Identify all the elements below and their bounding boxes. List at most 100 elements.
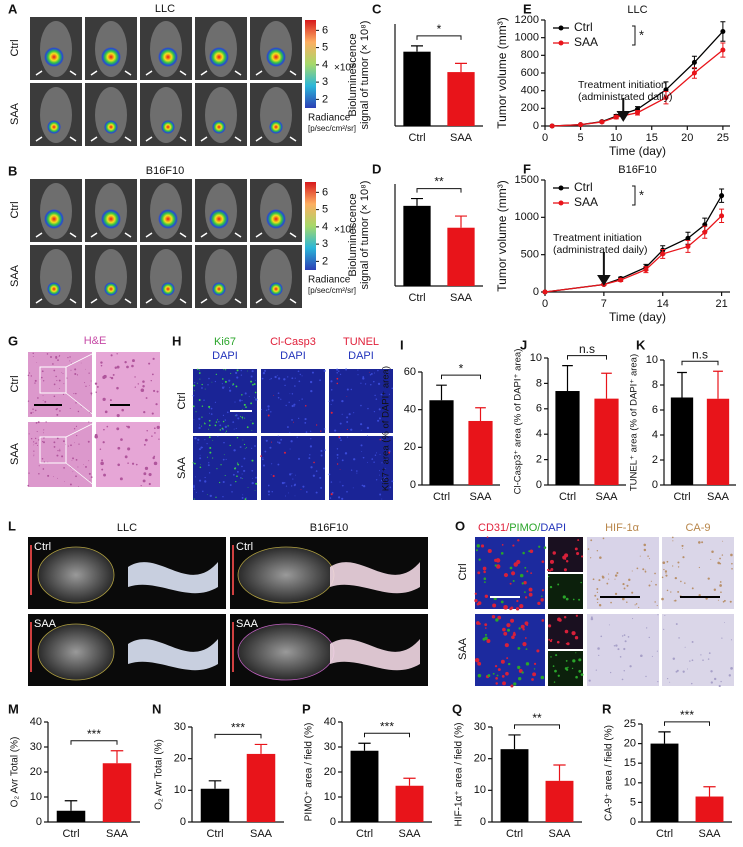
texture	[37, 421, 40, 424]
texture	[246, 426, 249, 429]
texture	[223, 441, 225, 444]
y-tick-label: 4	[652, 429, 658, 441]
texture	[208, 462, 210, 464]
panel-title: B16F10	[146, 165, 185, 177]
texture	[505, 671, 509, 676]
arrow-icon	[145, 298, 187, 304]
bar	[650, 743, 679, 822]
arrow-icon	[255, 136, 297, 142]
texture	[236, 376, 239, 379]
texture	[237, 417, 240, 420]
texture	[131, 364, 134, 368]
mouse-body	[260, 87, 292, 143]
zoom-box	[39, 436, 67, 464]
texture	[684, 646, 686, 648]
texture	[638, 606, 640, 609]
texture	[674, 576, 678, 580]
row-label: SAA	[9, 442, 21, 465]
y-tick-label: 1500	[515, 174, 539, 186]
texture	[200, 446, 203, 449]
texture	[305, 491, 308, 493]
texture	[251, 422, 254, 425]
texture	[126, 365, 129, 369]
legend-marker	[558, 25, 564, 31]
texture	[244, 392, 247, 395]
texture	[247, 370, 248, 372]
texture	[72, 457, 74, 460]
annotation: (administrated daily)	[553, 244, 648, 256]
x-tick-label: 21	[715, 298, 727, 310]
panel-letter: B	[8, 163, 17, 178]
texture	[517, 539, 520, 542]
texture	[75, 425, 78, 427]
y-tick-label: 8	[536, 377, 542, 389]
texture	[678, 637, 680, 639]
texture	[193, 485, 196, 488]
texture	[267, 405, 270, 408]
arrow-icon	[35, 298, 77, 304]
texture	[28, 472, 30, 474]
arrow-icon	[200, 298, 242, 304]
texture	[240, 477, 242, 479]
texture	[377, 369, 379, 372]
texture	[255, 398, 258, 401]
texture	[684, 582, 686, 584]
row-label: Ctrl	[457, 563, 469, 580]
texture	[656, 605, 658, 607]
texture	[33, 453, 35, 455]
texture	[336, 457, 339, 459]
texture	[475, 549, 478, 552]
texture	[721, 637, 723, 639]
texture	[294, 474, 296, 476]
texture	[565, 660, 568, 662]
texture	[654, 572, 656, 575]
texture	[492, 603, 497, 608]
texture	[110, 376, 114, 380]
texture	[645, 627, 648, 629]
legend-label: SAA	[574, 35, 598, 49]
texture	[353, 458, 356, 461]
y-tick-label: 60	[404, 366, 416, 378]
texture	[509, 566, 513, 570]
texture	[57, 477, 58, 479]
texture	[244, 417, 246, 419]
significance-label: *	[639, 187, 644, 202]
texture	[378, 408, 381, 411]
texture	[193, 419, 195, 421]
texture	[55, 355, 58, 358]
texture	[629, 665, 632, 668]
texture	[540, 675, 545, 680]
texture	[103, 473, 106, 477]
texture	[50, 356, 52, 358]
texture	[631, 570, 633, 572]
texture	[80, 406, 82, 408]
texture	[474, 657, 480, 663]
texture	[288, 401, 290, 404]
texture	[323, 467, 326, 470]
texture	[251, 459, 254, 462]
texture	[677, 590, 680, 593]
texture	[42, 380, 45, 382]
texture	[110, 354, 113, 357]
texture	[150, 379, 152, 382]
texture	[389, 486, 392, 489]
error-bar	[410, 45, 424, 52]
zoom-lines	[65, 351, 97, 418]
texture	[665, 574, 668, 577]
texture	[523, 591, 526, 594]
texture	[524, 596, 528, 599]
texture	[506, 623, 511, 628]
x-axis-label: Time (day)	[609, 144, 666, 158]
bar	[56, 810, 86, 822]
significance-bracket	[441, 374, 481, 380]
texture	[336, 463, 339, 465]
signal	[44, 47, 64, 67]
texture	[229, 444, 231, 447]
texture	[199, 466, 202, 469]
signal	[47, 282, 61, 296]
x-tick-label: 5	[578, 132, 584, 144]
texture	[240, 369, 242, 372]
texture	[290, 440, 293, 443]
texture	[270, 411, 272, 413]
texture	[521, 582, 524, 585]
